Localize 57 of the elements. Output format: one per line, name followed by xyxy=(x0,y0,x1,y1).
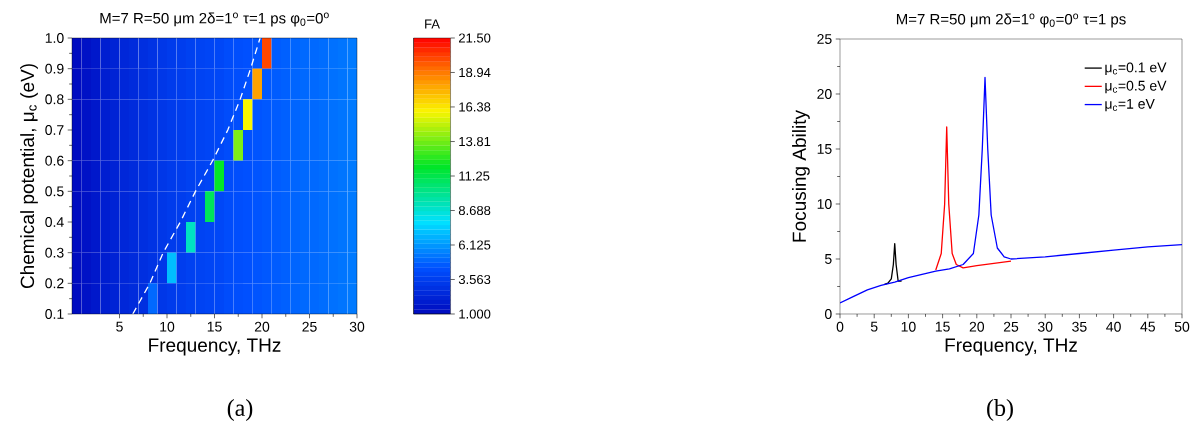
x-tick-label: 0 xyxy=(836,321,844,332)
y-tick-label: 0.9 xyxy=(45,63,64,74)
y-tick-label: 0.2 xyxy=(45,278,64,289)
y-tick-label: 25 xyxy=(817,34,832,44)
y-tick-label: 0.7 xyxy=(45,125,64,135)
line-series xyxy=(935,126,1012,271)
x-axis-title: Frequency, THz xyxy=(149,338,281,356)
color-bar-label: 21.50 xyxy=(459,33,491,43)
line-series xyxy=(883,242,903,285)
legend-label: μ$_{c}$=1 eV xyxy=(1105,99,1155,112)
x-tick-label: 45 xyxy=(1140,321,1155,332)
y-axis-title: Chemical potential, μ$_{c}$ (eV) xyxy=(20,64,38,289)
x-tick-label: 30 xyxy=(1037,321,1053,332)
y-tick-label: 1.0 xyxy=(45,33,64,43)
y-tick-label: 0.8 xyxy=(45,94,64,105)
y-tick-label: 15 xyxy=(817,144,832,154)
y-axis-title: Focusing Ability xyxy=(792,110,810,242)
x-tick-label: 20 xyxy=(969,321,985,332)
x-tick-label: 10 xyxy=(160,321,175,332)
x-tick-label: 50 xyxy=(1174,321,1190,332)
text: (a) xyxy=(227,399,253,421)
color-bar-label: 6.125 xyxy=(459,240,491,250)
color-bar-label: 16.38 xyxy=(459,102,491,112)
y-tick-label: 0 xyxy=(824,309,832,319)
y-tick-label: 0.5 xyxy=(45,186,64,197)
legend-label: μ$_{c}$=0.5 eV xyxy=(1105,80,1167,94)
y-tick-label: 20 xyxy=(817,89,832,99)
color-bar-label: 3.563 xyxy=(458,274,491,285)
x-tick-label: 5 xyxy=(116,321,123,332)
color-bar-title: FA xyxy=(425,19,440,29)
color-bar-label: 18.94 xyxy=(459,67,491,78)
x-tick-label: 20 xyxy=(254,321,270,332)
x-tick-label: 10 xyxy=(901,321,916,332)
x-tick-label: 35 xyxy=(1072,321,1087,332)
chart-title: M=7 R=50 μm 2δ=1$^{o}$ τ=1 ps φ$_{0}$=0$^{o}$ xyxy=(100,12,329,27)
x-tick-label: 25 xyxy=(1003,321,1019,332)
color-bar-label: 13.81 xyxy=(459,136,491,147)
y-tick-label: 0.1 xyxy=(45,309,64,319)
x-tick-label: 40 xyxy=(1106,321,1121,332)
y-tick-label: 0.3 xyxy=(45,247,64,258)
x-tick-label: 5 xyxy=(870,321,878,332)
color-bar-label: 11.25 xyxy=(459,171,490,181)
color-bar-label: 8.688 xyxy=(458,205,491,216)
line-series xyxy=(840,76,1182,304)
y-tick-label: 0.4 xyxy=(45,217,64,227)
y-tick-label: 5 xyxy=(824,254,832,264)
color-bar-label: 1.000 xyxy=(459,309,491,319)
x-tick-label: 15 xyxy=(935,321,950,332)
x-axis-title: Frequency, THz xyxy=(945,338,1077,356)
text: (b) xyxy=(987,399,1013,421)
x-tick-label: 30 xyxy=(349,321,365,332)
y-tick-label: 10 xyxy=(817,199,832,209)
y-tick-label: 0.6 xyxy=(45,155,64,166)
legend-label: μ$_{c}$=0.1 eV xyxy=(1105,62,1167,75)
chart-title: M=7 R=50 μm 2δ=1$^{o}$ φ$_{0}$=0$^{o}$ τ=1 ps xyxy=(896,13,1126,28)
x-tick-label: 15 xyxy=(207,321,222,332)
x-tick-label: 25 xyxy=(302,321,317,332)
